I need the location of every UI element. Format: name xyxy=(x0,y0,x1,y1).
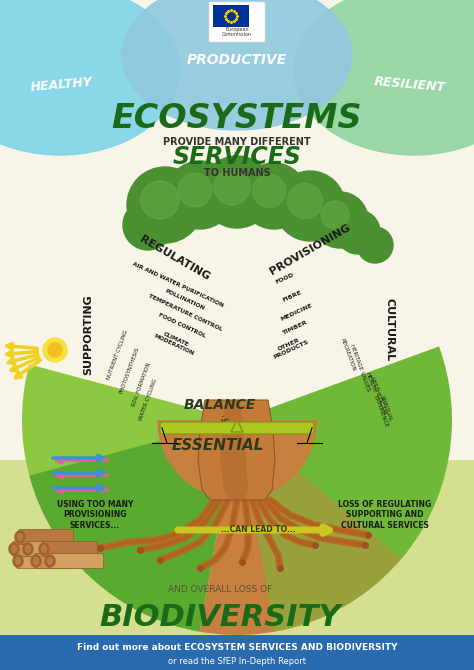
Circle shape xyxy=(201,156,273,228)
Ellipse shape xyxy=(11,545,17,553)
Ellipse shape xyxy=(294,0,474,155)
Circle shape xyxy=(43,338,67,362)
Ellipse shape xyxy=(31,555,41,567)
Text: BALANCE: BALANCE xyxy=(184,398,256,412)
Text: CLIMATE
MODERATION: CLIMATE MODERATION xyxy=(153,328,197,356)
Text: CULTURAL: CULTURAL xyxy=(385,298,395,362)
Circle shape xyxy=(241,163,307,229)
Text: AIR AND WATER PURIFICATION: AIR AND WATER PURIFICATION xyxy=(132,261,224,308)
Text: PROVISIONING: PROVISIONING xyxy=(268,223,352,277)
Text: PROVIDE MANY DIFFERENT: PROVIDE MANY DIFFERENT xyxy=(163,137,311,147)
Ellipse shape xyxy=(15,531,25,543)
Text: ...CAN LEAD TO...: ...CAN LEAD TO... xyxy=(221,525,295,535)
Bar xyxy=(0,460,474,670)
FancyBboxPatch shape xyxy=(209,2,265,42)
Text: OTHER
PRODUCTS: OTHER PRODUCTS xyxy=(270,334,310,360)
Ellipse shape xyxy=(122,0,352,130)
Ellipse shape xyxy=(9,543,19,555)
Circle shape xyxy=(288,184,322,218)
Ellipse shape xyxy=(26,545,30,553)
Ellipse shape xyxy=(13,555,23,567)
Polygon shape xyxy=(231,420,243,432)
Ellipse shape xyxy=(45,555,55,567)
Text: SPIRITUAL
EXPERIENCE: SPIRITUAL EXPERIENCE xyxy=(372,393,394,427)
Bar xyxy=(213,5,249,27)
Ellipse shape xyxy=(39,543,49,555)
Circle shape xyxy=(357,227,393,263)
FancyBboxPatch shape xyxy=(43,541,98,557)
Text: SUPPORTING: SUPPORTING xyxy=(83,295,93,375)
Circle shape xyxy=(127,167,203,243)
Circle shape xyxy=(321,201,349,229)
Text: AESTHETIC OR: AESTHETIC OR xyxy=(369,375,387,415)
Wedge shape xyxy=(22,364,237,543)
Text: NUTRIENT CYCLING: NUTRIENT CYCLING xyxy=(107,330,129,381)
Text: LOSS OF REGULATING
SUPPORTING AND
CULTURAL SERVICES: LOSS OF REGULATING SUPPORTING AND CULTUR… xyxy=(338,500,432,530)
Text: PRODUCTIVE: PRODUCTIVE xyxy=(187,53,287,67)
Text: TO HUMANS: TO HUMANS xyxy=(204,168,270,178)
Text: SOIL FORMATION: SOIL FORMATION xyxy=(132,362,152,408)
Text: MEDICINE: MEDICINE xyxy=(279,302,313,322)
Circle shape xyxy=(253,174,285,208)
Circle shape xyxy=(48,343,62,357)
Text: FOOD CONTROL: FOOD CONTROL xyxy=(158,313,206,339)
Text: POLLINATION: POLLINATION xyxy=(164,289,206,312)
Ellipse shape xyxy=(23,543,33,555)
FancyBboxPatch shape xyxy=(160,422,314,434)
Wedge shape xyxy=(237,420,445,632)
Ellipse shape xyxy=(18,533,22,541)
Circle shape xyxy=(275,171,345,241)
Text: FOOD: FOOD xyxy=(275,271,295,285)
Text: RESILIENT: RESILIENT xyxy=(374,76,447,94)
Text: RECREATION: RECREATION xyxy=(340,338,356,372)
Ellipse shape xyxy=(34,557,38,565)
FancyBboxPatch shape xyxy=(48,553,103,569)
Text: is: is xyxy=(220,415,230,429)
Text: TEMPERATURE CONTROL: TEMPERATURE CONTROL xyxy=(147,293,223,332)
Text: USING TOO MANY
PROVISIONING
SERVICES...: USING TOO MANY PROVISIONING SERVICES... xyxy=(57,500,133,530)
Text: FIBRE: FIBRE xyxy=(282,289,302,303)
Circle shape xyxy=(141,181,179,219)
FancyBboxPatch shape xyxy=(18,529,73,545)
FancyBboxPatch shape xyxy=(17,553,72,569)
FancyBboxPatch shape xyxy=(27,541,82,557)
FancyBboxPatch shape xyxy=(12,541,67,557)
Wedge shape xyxy=(29,420,237,632)
Text: AND OVERALL LOSS OF: AND OVERALL LOSS OF xyxy=(168,586,272,594)
Circle shape xyxy=(178,173,212,207)
Text: TIMBER: TIMBER xyxy=(282,320,308,336)
Text: REGULATING: REGULATING xyxy=(138,234,212,282)
Polygon shape xyxy=(220,400,248,500)
Circle shape xyxy=(123,200,173,250)
Text: ECOSYSTEMS: ECOSYSTEMS xyxy=(112,101,362,135)
Ellipse shape xyxy=(47,557,53,565)
Text: HERITAGE VALUES: HERITAGE VALUES xyxy=(349,344,371,392)
Text: ESSENTIAL: ESSENTIAL xyxy=(172,438,264,452)
Text: BIODIVERSITY: BIODIVERSITY xyxy=(99,604,341,632)
Ellipse shape xyxy=(42,545,46,553)
Text: or read the SfEP In-Depth Report: or read the SfEP In-Depth Report xyxy=(168,657,306,665)
Wedge shape xyxy=(237,346,452,558)
Circle shape xyxy=(214,169,250,205)
Text: Find out more about ECOSYSTEM SERVICES AND BIODIVERSITY: Find out more about ECOSYSTEM SERVICES A… xyxy=(77,643,397,653)
Text: PHOTOSYNTHESIS: PHOTOSYNTHESIS xyxy=(119,346,141,394)
Circle shape xyxy=(336,210,380,254)
Polygon shape xyxy=(198,400,275,500)
Text: SERVICES: SERVICES xyxy=(173,145,301,169)
FancyBboxPatch shape xyxy=(35,553,90,569)
Bar xyxy=(0,635,474,670)
Wedge shape xyxy=(157,420,317,500)
Ellipse shape xyxy=(0,0,180,155)
Circle shape xyxy=(166,161,234,229)
Text: WATER CYCLING: WATER CYCLING xyxy=(138,379,158,421)
Text: HEALTHY: HEALTHY xyxy=(30,76,94,94)
Ellipse shape xyxy=(16,557,20,565)
Text: European
Commission: European Commission xyxy=(222,27,252,38)
Circle shape xyxy=(312,192,368,248)
Wedge shape xyxy=(200,420,423,635)
Text: HEALTH: HEALTH xyxy=(364,371,376,393)
